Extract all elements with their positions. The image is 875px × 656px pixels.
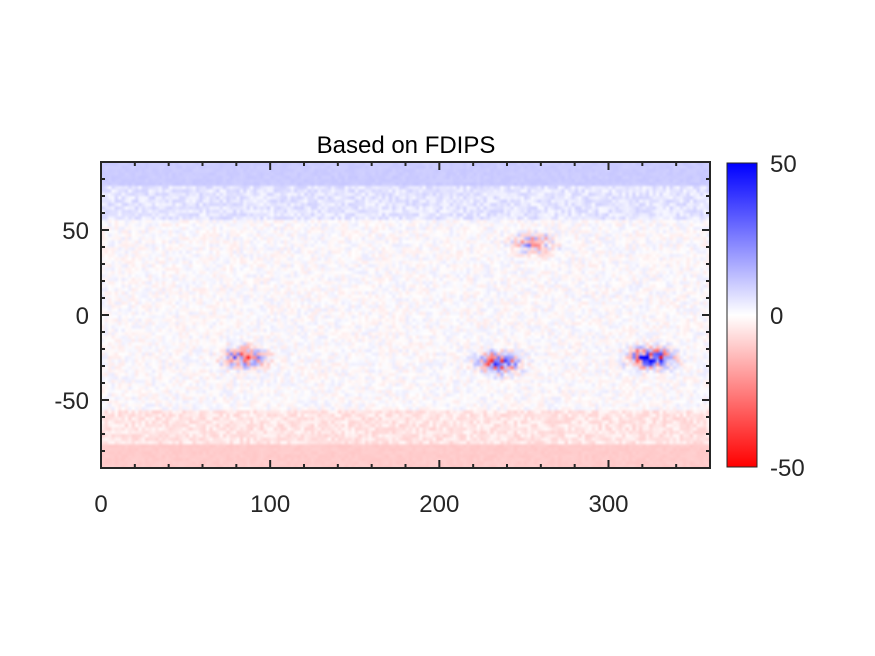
colorbar-tick-label: -50 xyxy=(770,455,805,482)
colorbar-tick-label: 50 xyxy=(770,151,797,178)
y-tick-label: 50 xyxy=(62,218,89,245)
y-axis-tick-labels: 50 0 -50 xyxy=(54,218,89,415)
colorbar-tick-label: 0 xyxy=(770,303,783,330)
y-tick-label: -50 xyxy=(54,388,89,415)
x-tick-label: 100 xyxy=(250,491,290,518)
colorbar: 50 0 -50 xyxy=(726,151,805,482)
colorbar-tick-labels: 50 0 -50 xyxy=(770,151,805,482)
chart-title: Based on FDIPS xyxy=(317,132,496,159)
plot-area: 0 100 200 300 50 0 -50 xyxy=(54,161,711,518)
y-tick-label: 0 xyxy=(76,303,89,330)
x-tick-label: 300 xyxy=(588,491,628,518)
colorbar-gradient xyxy=(726,162,758,468)
x-axis-ticks xyxy=(100,162,711,468)
x-axis-tick-labels: 0 100 200 300 xyxy=(94,491,628,518)
y-axis-ticks xyxy=(101,161,710,469)
x-tick-label: 0 xyxy=(94,491,107,518)
x-tick-label: 200 xyxy=(419,491,459,518)
heatmap-image xyxy=(101,162,710,468)
